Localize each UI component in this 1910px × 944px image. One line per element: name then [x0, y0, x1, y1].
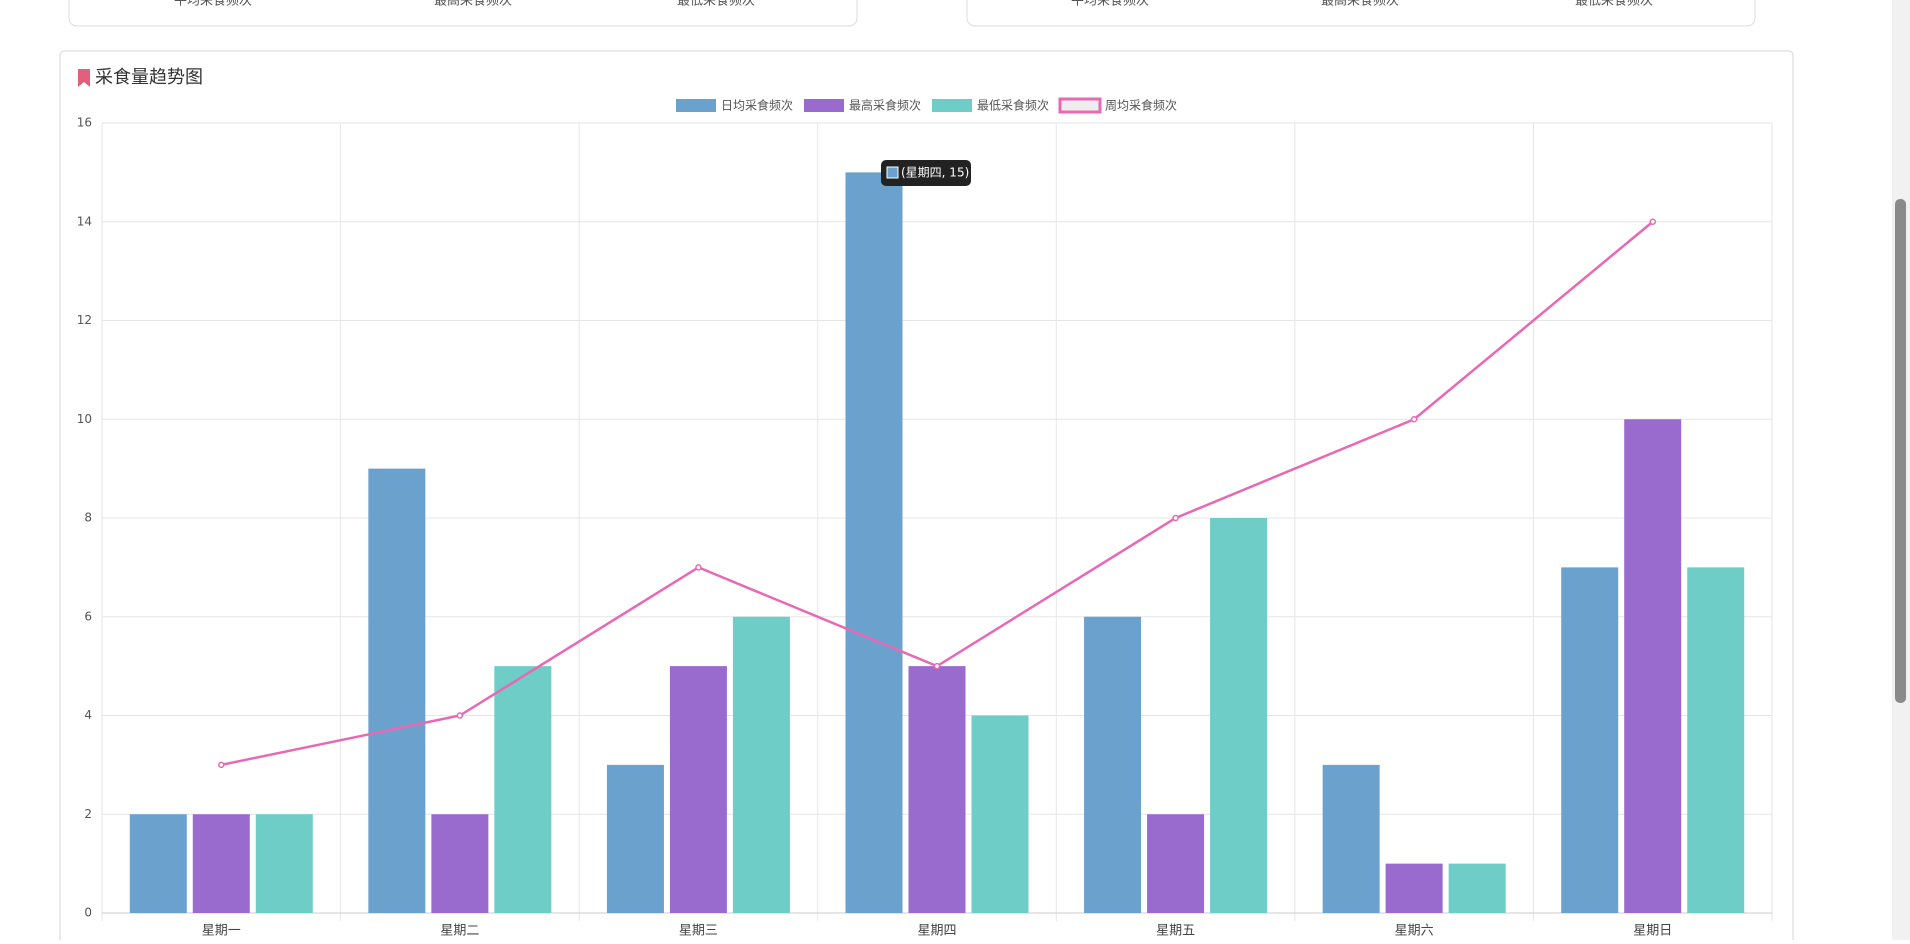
- card-label: 最高采食频次: [434, 0, 512, 9]
- chart-title: 采食量趋势图: [95, 67, 203, 88]
- x-tick-label: 星期三: [679, 924, 718, 939]
- tooltip-swatch: [886, 166, 899, 179]
- tooltip-text: (星期四, 15): [901, 166, 969, 180]
- legend-swatch: [932, 99, 972, 112]
- point: [1649, 218, 1656, 225]
- x-tick-label: 星期一: [202, 924, 241, 939]
- y-tick-label: 6: [84, 609, 92, 623]
- bar: [1147, 814, 1205, 913]
- bar: [908, 666, 966, 913]
- card-label: 平均采食频次: [1071, 0, 1149, 9]
- legend-label: 周均采食频次: [1105, 98, 1177, 113]
- bar: [669, 666, 727, 913]
- legend-swatch: [1058, 97, 1102, 114]
- bar: [192, 814, 250, 913]
- bar: [1624, 419, 1682, 913]
- bar: [431, 814, 489, 913]
- legend-swatch: [676, 99, 716, 112]
- card-label: 最高采食频次: [1321, 0, 1399, 9]
- bar: [1210, 518, 1268, 913]
- bar: [606, 764, 664, 913]
- y-tick-label: 8: [84, 511, 92, 525]
- bar: [971, 715, 1029, 913]
- bar: [1448, 863, 1506, 913]
- title-icon: [78, 69, 90, 87]
- x-tick-label: 星期二: [440, 924, 479, 939]
- y-tick-label: 14: [77, 214, 92, 228]
- bar: [1322, 764, 1380, 913]
- card-label: 平均采食频次: [174, 0, 252, 9]
- bar: [1084, 616, 1142, 913]
- bar: [129, 814, 187, 913]
- legend-swatch: [804, 99, 844, 112]
- bar: [845, 172, 903, 913]
- card-label: 最低采食频次: [1575, 0, 1653, 9]
- bar: [1561, 567, 1619, 913]
- point: [695, 564, 702, 571]
- point: [933, 662, 941, 670]
- y-tick-label: 16: [77, 116, 92, 130]
- scroll-thumb[interactable]: [1895, 199, 1906, 703]
- bar: [1687, 567, 1745, 913]
- legend-label: 最高采食频次: [849, 98, 921, 113]
- bar: [732, 616, 790, 913]
- x-tick-label: 星期五: [1156, 924, 1195, 939]
- legend-label: 日均采食频次: [721, 98, 793, 113]
- legend-label: 最低采食频次: [977, 98, 1049, 113]
- point: [1172, 514, 1179, 522]
- bar: [494, 666, 552, 913]
- x-tick-label: 星期日: [1633, 924, 1672, 939]
- top-card: [966, 0, 1756, 27]
- bar: [368, 468, 426, 913]
- y-tick-label: 2: [84, 807, 92, 821]
- x-tick-label: 星期四: [917, 924, 956, 939]
- y-tick-label: 10: [77, 412, 92, 426]
- chart-card: [59, 50, 1794, 944]
- top-card: [68, 0, 858, 27]
- point: [1410, 416, 1418, 423]
- bar: [1385, 863, 1443, 913]
- point: [456, 712, 464, 719]
- card-label: 最低采食频次: [677, 0, 755, 9]
- x-tick-label: 星期六: [1395, 924, 1434, 939]
- y-tick-label: 0: [84, 906, 92, 920]
- point: [218, 761, 225, 769]
- y-tick-label: 12: [77, 313, 92, 327]
- tooltip: [881, 160, 971, 186]
- bar: [255, 814, 313, 913]
- y-tick-label: 4: [84, 708, 92, 722]
